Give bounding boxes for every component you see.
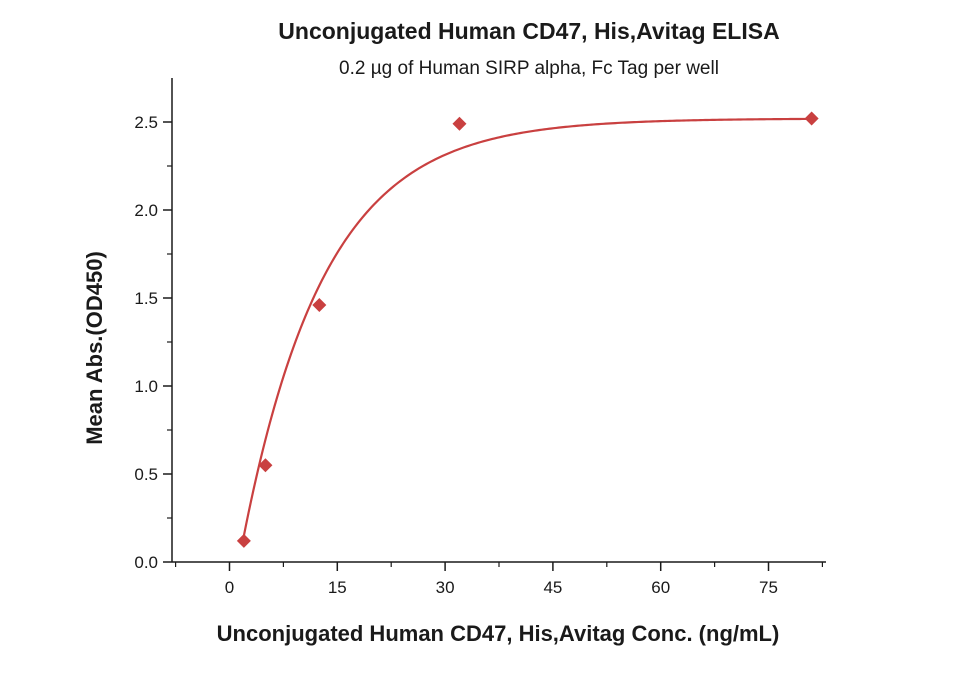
y-tick-label: 0.5 bbox=[134, 465, 158, 484]
y-tick-label: 2.5 bbox=[134, 113, 158, 132]
data-point bbox=[258, 458, 273, 473]
fit-curve bbox=[242, 117, 812, 536]
fit-curve-layer bbox=[242, 117, 812, 536]
x-tick-label: 60 bbox=[651, 578, 670, 597]
x-axis-label: Unconjugated Human CD47, His,Avitag Conc… bbox=[216, 621, 780, 646]
axes: 0.0 0.5 1.0 1.5 2.0 2.5 0 15 30 45 60 75 bbox=[134, 78, 826, 597]
y-tick-label: 1.5 bbox=[134, 289, 158, 308]
data-point bbox=[236, 533, 251, 548]
chart-title: Unconjugated Human CD47, His,Avitag ELIS… bbox=[278, 18, 780, 44]
data-points bbox=[236, 111, 819, 548]
data-point bbox=[804, 111, 819, 126]
x-tick-label: 15 bbox=[328, 578, 347, 597]
x-tick-label: 75 bbox=[759, 578, 778, 597]
x-tick-label: 45 bbox=[543, 578, 562, 597]
y-tick-label: 1.0 bbox=[134, 377, 158, 396]
y-tick-label: 0.0 bbox=[134, 553, 158, 572]
y-tick-label: 2.0 bbox=[134, 201, 158, 220]
data-point bbox=[312, 298, 327, 313]
x-tick-label: 30 bbox=[436, 578, 455, 597]
data-point bbox=[452, 116, 467, 131]
chart-subtitle: 0.2 µg of Human SIRP alpha, Fc Tag per w… bbox=[339, 58, 719, 79]
x-tick-label: 0 bbox=[225, 578, 234, 597]
